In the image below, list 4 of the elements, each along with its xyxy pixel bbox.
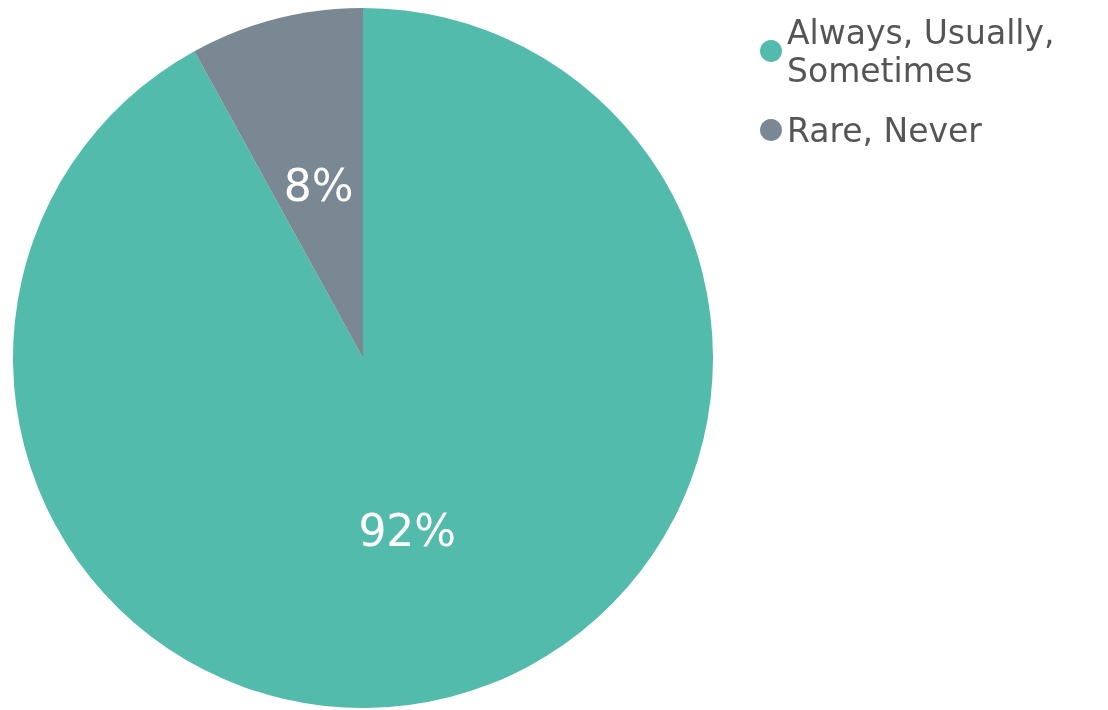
legend-label: Always, Usually, Sometimes [787, 12, 1065, 90]
data-label: 8% [283, 160, 354, 212]
legend-label: Rare, Never [787, 110, 983, 150]
data-label: 92% [358, 504, 457, 556]
